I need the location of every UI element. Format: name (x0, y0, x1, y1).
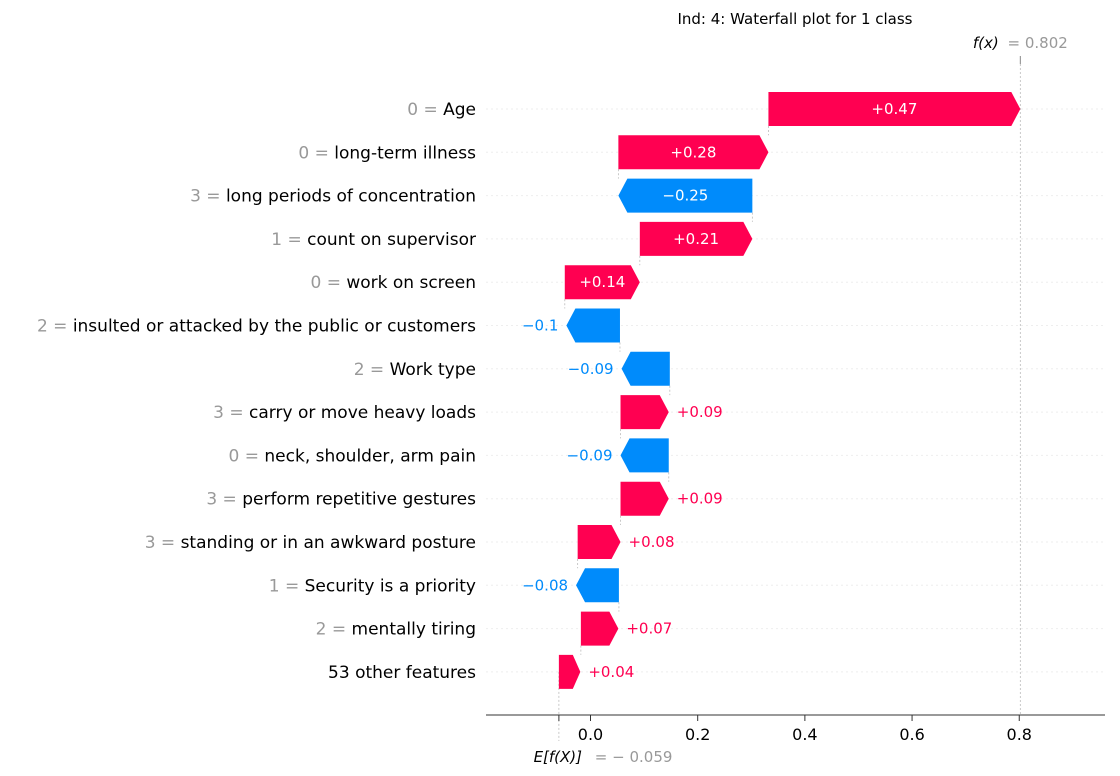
bar-value-label: +0.21 (673, 230, 719, 248)
waterfall-bar (580, 611, 619, 646)
feature-name: work on screen (346, 273, 476, 293)
feature-name: neck, shoulder, arm pain (264, 446, 476, 466)
fx-value-label: = (1008, 34, 1025, 52)
feature-value: 0 = (310, 273, 346, 293)
waterfall-bar (620, 395, 669, 430)
feature-value: 0 = (298, 143, 334, 163)
feature-label: 0 = long-term illness (298, 143, 476, 163)
feature-label: 3 = standing or in an awkward posture (145, 533, 476, 553)
bar-value-label: −0.09 (568, 360, 614, 378)
bar-value-label: +0.14 (579, 273, 625, 291)
feature-value: 2 = (316, 620, 352, 640)
x-tick-label: 0.4 (792, 725, 817, 744)
waterfall-bar (639, 221, 753, 256)
feature-name: perform repetitive gestures (242, 490, 476, 510)
bar-value-label: +0.09 (677, 490, 723, 508)
waterfall-bar (564, 265, 640, 300)
x-tick-label: 0.8 (1007, 725, 1032, 744)
feature-label: 0 = work on screen (310, 273, 476, 293)
feature-value: 2 = (354, 360, 390, 380)
feature-name: long-term illness (334, 143, 476, 163)
feature-name: long periods of concentration (226, 187, 476, 207)
waterfall-bar (618, 178, 753, 213)
base-label: E[f(X)] (534, 748, 583, 766)
feature-name: count on supervisor (307, 230, 476, 250)
base-value: = − 0.059 (595, 748, 673, 766)
waterfall-bar (620, 481, 669, 516)
feature-label: 2 = Work type (354, 360, 476, 380)
feature-label: 0 = Age (407, 100, 476, 120)
fx-value: 0.802 (1025, 34, 1068, 52)
base-annotation: E[f(X)] = − 0.059 (534, 748, 673, 766)
feature-value: 3 = (190, 187, 226, 207)
waterfall-bar (618, 135, 769, 170)
feature-value: 3 = (213, 403, 249, 423)
feature-value: 0 = (407, 100, 443, 120)
waterfall-bar (576, 568, 619, 603)
waterfall-bar (621, 351, 670, 386)
x-tick-label: 0.2 (685, 725, 710, 744)
bar-value-label: −0.25 (662, 187, 708, 205)
feature-value: 3 = (145, 533, 181, 553)
feature-value: 3 = (206, 490, 242, 510)
svg-text:f(x) = 0.802: f(x) = 0.802 (973, 34, 1068, 52)
feature-value: 1 = (269, 576, 305, 596)
feature-name: Age (443, 100, 476, 120)
bars-layer: +0.47 +0.28 −0.25 +0.21 +0.14 −0.1 −0.09 +0.09 −… (522, 92, 1021, 689)
x-tick-label: 0.0 (578, 725, 603, 744)
fx-annotation: f(x) = 0.802 (973, 34, 1068, 52)
feature-label: 3 = perform repetitive gestures (206, 490, 476, 510)
bar-value-label: −0.09 (567, 446, 613, 464)
bar-value-label: +0.04 (588, 663, 634, 681)
feature-name: mentally tiring (352, 620, 476, 640)
bar-value-label: +0.09 (677, 403, 723, 421)
bar-value-label: −0.1 (522, 317, 558, 335)
waterfall-bar (768, 92, 1021, 126)
feature-name: standing or in an awkward posture (181, 533, 476, 553)
bar-value-label: +0.47 (871, 100, 917, 118)
feature-name: Security is a priority (305, 576, 476, 596)
grid-layer (486, 56, 1105, 741)
x-axis: 0.0 0.2 0.4 0.6 0.8 (486, 714, 1105, 744)
waterfall-bar (620, 438, 669, 473)
waterfall-bar (577, 525, 621, 559)
waterfall-bar (566, 308, 620, 343)
feature-label: 1 = count on supervisor (271, 230, 476, 250)
feature-label: 53 other features (328, 663, 476, 683)
feature-name: Work type (390, 360, 476, 380)
feature-label: 1 = Security is a priority (269, 576, 476, 596)
feature-label: 0 = neck, shoulder, arm pain (229, 446, 476, 466)
bar-value-label: +0.08 (629, 533, 675, 551)
feature-name: carry or move heavy loads (249, 403, 476, 423)
bar-value-label: +0.28 (670, 143, 716, 161)
feature-value: 0 = (229, 446, 265, 466)
x-tick-label: 0.6 (899, 725, 924, 744)
feature-label: 2 = insulted or attacked by the public o… (37, 317, 476, 337)
feature-label: 3 = carry or move heavy loads (213, 403, 476, 423)
waterfall-bar (558, 654, 581, 689)
feature-label: 2 = mentally tiring (316, 620, 476, 640)
feature-name: insulted or attacked by the public or cu… (73, 317, 476, 337)
chart-title: Ind: 4: Waterfall plot for 1 class (677, 10, 912, 28)
fx-label: f(x) (973, 34, 999, 52)
feature-name: 53 other features (328, 663, 476, 683)
feature-label: 3 = long periods of concentration (190, 187, 476, 207)
feature-value: 1 = (271, 230, 307, 250)
bar-value-label: −0.08 (522, 576, 568, 594)
bar-value-label: +0.07 (626, 620, 672, 638)
feature-value: 2 = (37, 317, 73, 337)
